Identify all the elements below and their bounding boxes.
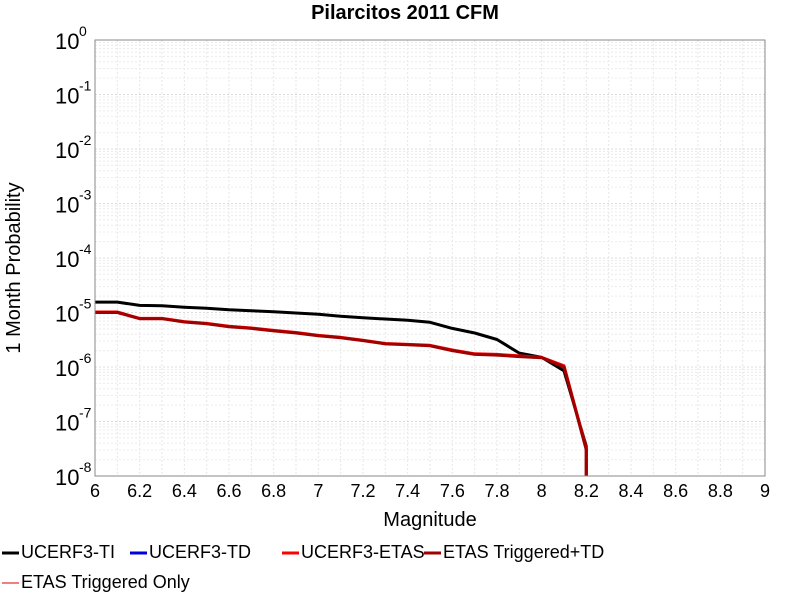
legend-label: ETAS Triggered+TD — [443, 542, 604, 562]
x-tick-labels: 6 6.2 6.4 6.6 6.8 7 7.2 7.4 7.6 7.8 8 8.2 8.4 8.6 8.8 9 — [90, 481, 770, 501]
y-tick-exponent: -1 — [79, 78, 92, 94]
x-tick-label: 6.2 — [127, 481, 152, 501]
x-tick-label: 9 — [760, 481, 770, 501]
legend: UCERF3-TI UCERF3-TD UCERF3-ETAS ETAS Trigge… — [2, 542, 604, 592]
y-axis-title: 1 Month Probability — [3, 182, 25, 353]
chart-title: Pilarcitos 2011 CFM — [311, 2, 499, 24]
y-tick-label: 10 -5 — [55, 296, 92, 327]
y-tick-label: 10 -1 — [55, 78, 92, 109]
legend-label: UCERF3-ETAS — [301, 542, 425, 562]
x-tick-label: 7.4 — [395, 481, 420, 501]
y-tick-label: 10 -4 — [55, 241, 92, 272]
y-tick-exponent: -3 — [79, 187, 92, 203]
legend-label: UCERF3-TD — [149, 542, 251, 562]
y-tick-exponent: -2 — [79, 132, 92, 148]
series-line-etas-triggered-td — [95, 311, 588, 476]
y-tick-label: 10 -8 — [55, 459, 92, 490]
series-line-ucerf3-ti — [95, 300, 588, 476]
y-tick-exponent: -5 — [79, 296, 92, 312]
x-tick-label: 6.8 — [261, 481, 286, 501]
legend-item: ETAS Triggered+TD — [424, 542, 604, 562]
x-tick-label: 8.6 — [663, 481, 688, 501]
x-tick-label: 7 — [313, 481, 323, 501]
x-tick-label: 7.6 — [440, 481, 465, 501]
legend-label: UCERF3-TI — [21, 542, 115, 562]
y-tick-exponent: -4 — [79, 241, 92, 257]
y-tick-base: 10 — [55, 84, 79, 109]
x-tick-label: 8 — [537, 481, 547, 501]
y-tick-base: 10 — [55, 138, 79, 163]
x-tick-label: 7.8 — [484, 481, 509, 501]
x-tick-label: 7.2 — [350, 481, 375, 501]
y-tick-exponent: -6 — [79, 350, 92, 366]
y-tick-base: 10 — [55, 247, 79, 272]
y-tick-exponent: -8 — [79, 459, 92, 475]
y-tick-base: 10 — [55, 356, 79, 381]
x-tick-label: 6.4 — [172, 481, 197, 501]
grid-layer — [94, 40, 766, 477]
y-tick-label: 10 -3 — [55, 187, 92, 218]
y-tick-label: 10 -2 — [55, 132, 92, 163]
x-tick-label: 6 — [90, 481, 100, 501]
y-tick-base: 10 — [55, 302, 79, 327]
x-tick-label: 8.2 — [574, 481, 599, 501]
x-axis-title: Magnitude — [383, 509, 476, 531]
legend-item: ETAS Triggered Only — [2, 572, 190, 592]
legend-label: ETAS Triggered Only — [21, 572, 190, 592]
y-tick-label: 10 0 — [55, 23, 87, 54]
legend-item: UCERF3-ETAS — [282, 542, 425, 562]
y-tick-base: 10 — [55, 465, 79, 490]
x-tick-label: 8.8 — [708, 481, 733, 501]
legend-item: UCERF3-TI — [2, 542, 115, 562]
y-tick-base: 10 — [55, 193, 79, 218]
y-tick-label: 10 -7 — [55, 405, 92, 436]
series-layer — [95, 300, 588, 476]
x-tick-label: 6.6 — [216, 481, 241, 501]
y-tick-base: 10 — [55, 411, 79, 436]
y-tick-label: 10 -6 — [55, 350, 92, 381]
x-tick-label: 8.4 — [618, 481, 643, 501]
y-tick-exponent: -7 — [79, 405, 92, 421]
legend-item: UCERF3-TD — [130, 542, 251, 562]
y-tick-exponent: 0 — [79, 23, 87, 39]
y-tick-base: 10 — [55, 29, 79, 54]
plot-frame — [94, 39, 766, 477]
